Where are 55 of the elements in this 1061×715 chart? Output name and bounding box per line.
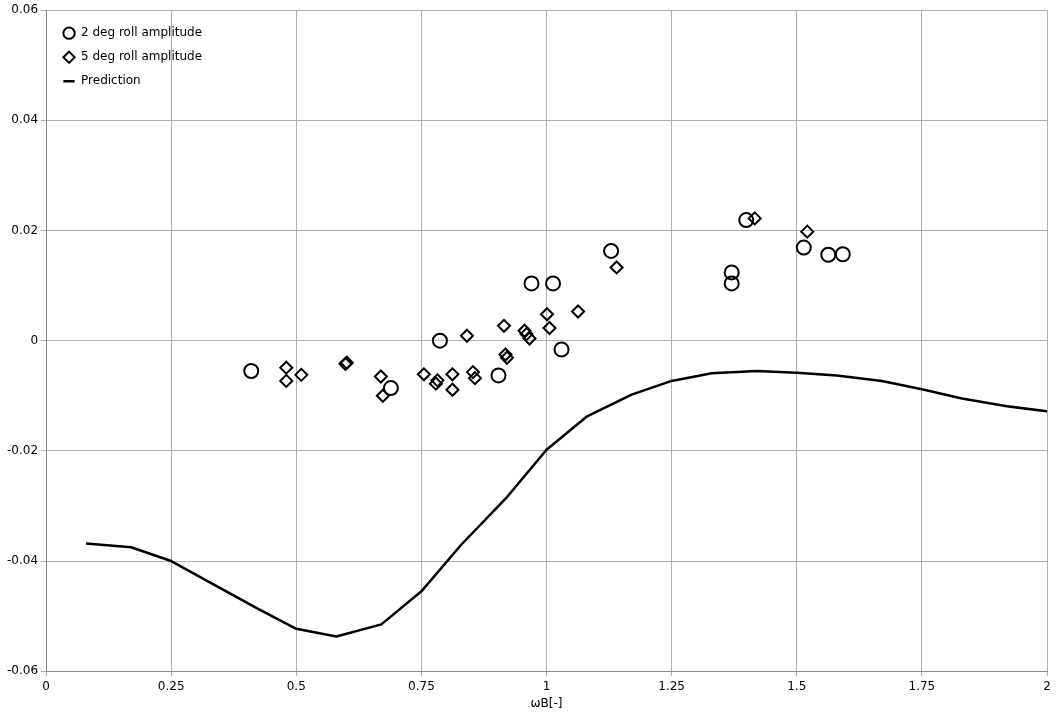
point <box>609 260 624 275</box>
point <box>416 367 431 382</box>
y-tick-label: -0.04 <box>6 553 39 568</box>
point <box>279 360 294 375</box>
point <box>465 365 480 380</box>
y-tick-label: -0.02 <box>6 442 39 457</box>
y-tick-label: 0 <box>30 332 39 347</box>
point <box>382 380 399 397</box>
x-tick-label: 1 <box>542 678 551 693</box>
point <box>522 331 537 346</box>
point <box>553 341 570 358</box>
point <box>517 323 532 338</box>
legend-label: Prediction <box>81 73 141 88</box>
x-tick-label: 1.25 <box>658 678 685 693</box>
point <box>800 224 815 239</box>
point <box>571 304 586 319</box>
x-tick-label: 1.5 <box>787 678 807 693</box>
legend-label: 5 deg roll amplitude <box>81 49 203 64</box>
point <box>294 367 309 382</box>
point <box>795 239 812 256</box>
x-tick-label: 0.75 <box>408 678 435 693</box>
x-tick-label: 0.5 <box>286 678 306 693</box>
point <box>375 388 390 403</box>
point <box>545 275 562 292</box>
point <box>490 367 507 384</box>
x-tick-label: 0 <box>42 678 50 693</box>
point <box>603 242 620 259</box>
point <box>279 373 294 388</box>
point <box>467 371 482 386</box>
point <box>540 307 555 322</box>
point <box>496 318 511 333</box>
y-tick-label: 0.04 <box>11 112 39 127</box>
point <box>747 211 762 226</box>
x-tick-label: 0.25 <box>157 678 185 693</box>
y-tick-label: 0.02 <box>11 222 39 237</box>
x-axis-title: ωB[-] <box>530 695 563 710</box>
point <box>445 367 460 382</box>
point <box>459 328 474 343</box>
point <box>723 275 740 292</box>
point <box>445 382 460 397</box>
point <box>723 264 740 281</box>
x-tick-label: 1.75 <box>908 678 936 693</box>
point <box>243 363 260 379</box>
point <box>373 369 388 384</box>
y-tick-label: -0.06 <box>6 663 39 678</box>
point <box>738 212 755 229</box>
x-tick-label: 2 <box>1043 678 1051 693</box>
point <box>523 275 540 292</box>
point <box>820 246 837 263</box>
point <box>519 327 534 342</box>
point <box>542 321 557 336</box>
point <box>834 246 851 263</box>
y-tick-label: 0.06 <box>11 2 39 17</box>
point <box>431 332 448 349</box>
legend-label: 2 deg roll amplitude <box>81 25 203 40</box>
